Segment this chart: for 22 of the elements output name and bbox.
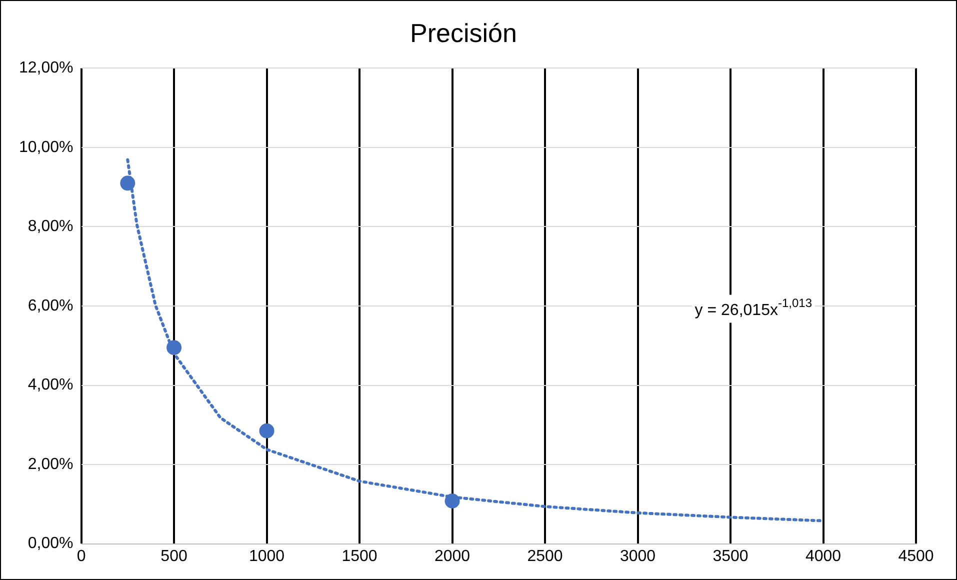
y-tick-label: 12,00% — [19, 60, 74, 77]
x-tick-label: 4000 — [805, 548, 842, 565]
y-tick-label: 6,00% — [28, 297, 74, 314]
point — [166, 340, 182, 356]
chart-title: Precisión — [410, 18, 517, 48]
point — [259, 423, 274, 438]
y-tick-label: 2,00% — [28, 456, 74, 473]
y-tick-label: 0,00% — [28, 535, 74, 552]
y-tick-label: 10,00% — [19, 138, 74, 156]
x-tick-label: 500 — [160, 548, 188, 565]
y-tick-label: 8,00% — [28, 218, 74, 236]
point — [120, 176, 136, 191]
x-tick-label: 3000 — [620, 548, 656, 565]
x-tick-label: 1500 — [342, 548, 378, 565]
y-tick-label: 4,00% — [28, 376, 74, 394]
x-tick-label: 1000 — [248, 548, 285, 565]
x-tick-label: 3500 — [712, 548, 748, 565]
point — [444, 493, 460, 508]
x-tick-label: 0 — [76, 548, 86, 565]
x-tick-label: 4500 — [898, 548, 934, 565]
x-tick-label: 2500 — [527, 548, 563, 565]
x-tick-label: 2000 — [434, 548, 470, 565]
